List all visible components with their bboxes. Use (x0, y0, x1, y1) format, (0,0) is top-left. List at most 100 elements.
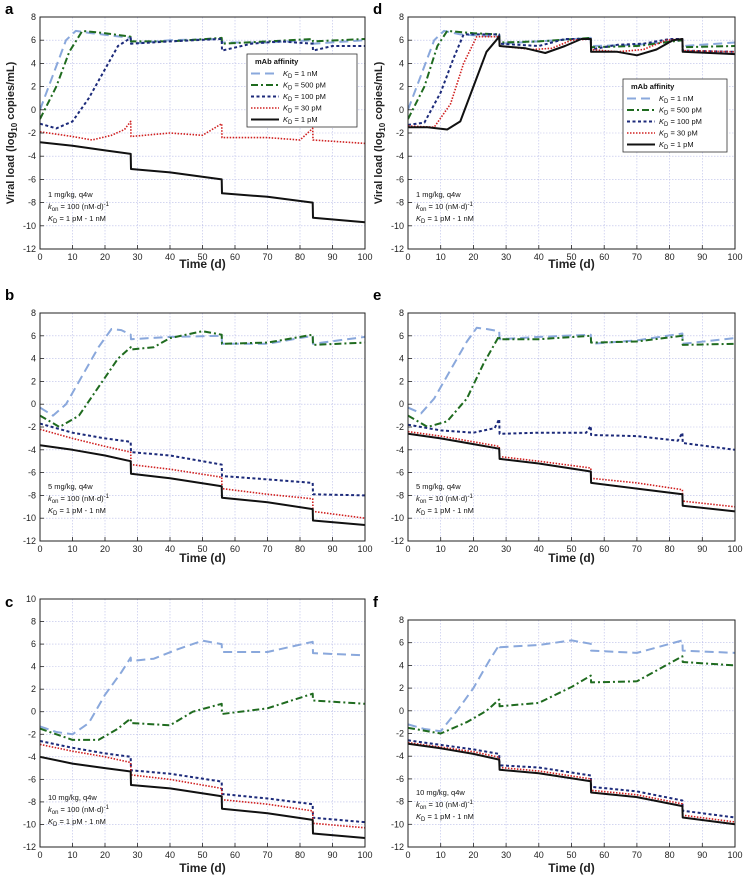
condition-annotation: KD = 1 pM - 1 nM (416, 506, 474, 517)
x-tick-label: 30 (132, 850, 142, 860)
condition-annotation: 10 mg/kg, q4w (416, 788, 465, 797)
legend-entry-kd-30pm: KD = 30 pM (283, 104, 322, 115)
y-tick-label: 6 (399, 35, 404, 45)
series-line-kd-1nm (408, 639, 735, 733)
series-line-kd-1nm (40, 328, 365, 417)
y-tick-label: -12 (391, 842, 404, 852)
x-tick-label: 20 (468, 252, 478, 262)
y-tick-label: -2 (396, 729, 404, 739)
y-tick-label: -4 (396, 445, 404, 455)
y-tick-label: 8 (399, 615, 404, 625)
y-axis-label: Viral load (log10 copies/mL) (5, 61, 19, 204)
legend-entry-kd-500pm: KD = 500 pM (659, 106, 702, 117)
legend-entry-kd-1nm: KD = 1 nM (659, 94, 694, 105)
series-line-kd-500pm (408, 334, 735, 428)
x-tick-label: 0 (405, 544, 410, 554)
y-tick-label: -8 (396, 797, 404, 807)
x-tick-label: 90 (697, 252, 707, 262)
series-line-kd-1pm (408, 742, 735, 826)
x-axis-label: Time (d) (179, 551, 225, 565)
y-tick-label: -6 (28, 174, 36, 184)
y-tick-label: -6 (396, 774, 404, 784)
y-tick-label: 0 (31, 105, 36, 115)
series-line-kd-500pm (408, 29, 735, 120)
condition-annotation: 5 mg/kg, q4w (48, 482, 93, 491)
series-line-kd-30pm (408, 35, 735, 128)
series-line-kd-100pm (40, 740, 365, 824)
y-tick-label: 0 (399, 706, 404, 716)
series-line-kd-1pm (408, 35, 735, 131)
x-tick-label: 60 (599, 252, 609, 262)
series-line-kd-1pm (40, 444, 365, 526)
x-tick-label: 50 (197, 544, 207, 554)
y-tick-label: -12 (23, 244, 36, 254)
series-line-kd-1nm (408, 326, 735, 415)
x-tick-label: 60 (599, 544, 609, 554)
x-tick-label: 100 (357, 252, 372, 262)
x-tick-label: 70 (262, 544, 272, 554)
y-tick-label: -12 (391, 536, 404, 546)
series-line-kd-100pm (408, 418, 735, 451)
panel-letter: f (373, 594, 379, 611)
x-tick-label: 90 (697, 850, 707, 860)
y-tick-label: 0 (31, 399, 36, 409)
x-tick-label: 100 (727, 850, 742, 860)
y-tick-label: 8 (31, 12, 36, 22)
panel-e: e0 10 20 30 40 50 60 70 80 90 10086420-2-4-6-8-10-… (373, 287, 743, 565)
y-tick-label: -2 (28, 128, 36, 138)
x-tick-label: 0 (405, 850, 410, 860)
x-tick-label: 10 (67, 544, 77, 554)
panel-letter: b (5, 287, 14, 304)
x-tick-label: 90 (327, 544, 337, 554)
y-tick-label: -6 (28, 468, 36, 478)
y-tick-label: 8 (399, 12, 404, 22)
series-line-kd-30pm (40, 120, 365, 145)
y-tick-label: 4 (31, 354, 36, 364)
x-tick-label: 70 (262, 252, 272, 262)
y-tick-label: 2 (399, 683, 404, 693)
x-tick-label: 40 (165, 544, 175, 554)
y-tick-label: 8 (31, 617, 36, 627)
condition-annotation: kon = 10 (nM·d)-1 (416, 202, 473, 213)
x-tick-label: 20 (100, 544, 110, 554)
series-line-kd-500pm (40, 29, 365, 120)
x-tick-label: 30 (501, 252, 511, 262)
x-tick-label: 50 (566, 252, 576, 262)
legend-title: mAb affinity (631, 82, 675, 91)
y-tick-label: -8 (28, 198, 36, 208)
y-tick-label: -12 (23, 536, 36, 546)
y-tick-label: -10 (23, 819, 36, 829)
y-tick-label: 2 (399, 376, 404, 386)
legend-entry-kd-500pm: KD = 500 pM (283, 81, 326, 92)
series-line-kd-100pm (408, 739, 735, 819)
y-tick-label: -10 (391, 819, 404, 829)
series-line-kd-100pm (40, 422, 365, 497)
y-tick-label: 0 (399, 399, 404, 409)
y-tick-label: 8 (399, 308, 404, 318)
x-tick-label: 30 (132, 544, 142, 554)
x-tick-label: 0 (37, 544, 42, 554)
y-tick-label: -8 (396, 490, 404, 500)
y-tick-label: 4 (31, 58, 36, 68)
x-tick-label: 50 (566, 544, 576, 554)
y-tick-label: -4 (396, 151, 404, 161)
x-tick-label: 70 (262, 850, 272, 860)
y-tick-label: 6 (399, 638, 404, 648)
panel-b: b0 10 20 30 40 50 60 70 80 90 10086420-2-4-6-8-10-… (5, 287, 373, 565)
series-line-kd-30pm (408, 430, 735, 508)
y-tick-label: -10 (391, 513, 404, 523)
legend-entry-kd-100pm: KD = 100 pM (283, 92, 326, 103)
series-group (408, 639, 735, 826)
y-tick-label: 10 (26, 594, 36, 604)
y-tick-label: 4 (399, 354, 404, 364)
series-group (40, 639, 365, 839)
condition-annotation: KD = 1 pM - 1 nM (48, 214, 106, 225)
y-tick-label: -2 (396, 422, 404, 432)
x-tick-label: 0 (37, 850, 42, 860)
x-tick-label: 100 (357, 544, 372, 554)
y-tick-label: -6 (396, 174, 404, 184)
panel-letter: e (373, 287, 381, 304)
x-tick-label: 50 (197, 252, 207, 262)
series-line-kd-1pm (40, 141, 365, 224)
